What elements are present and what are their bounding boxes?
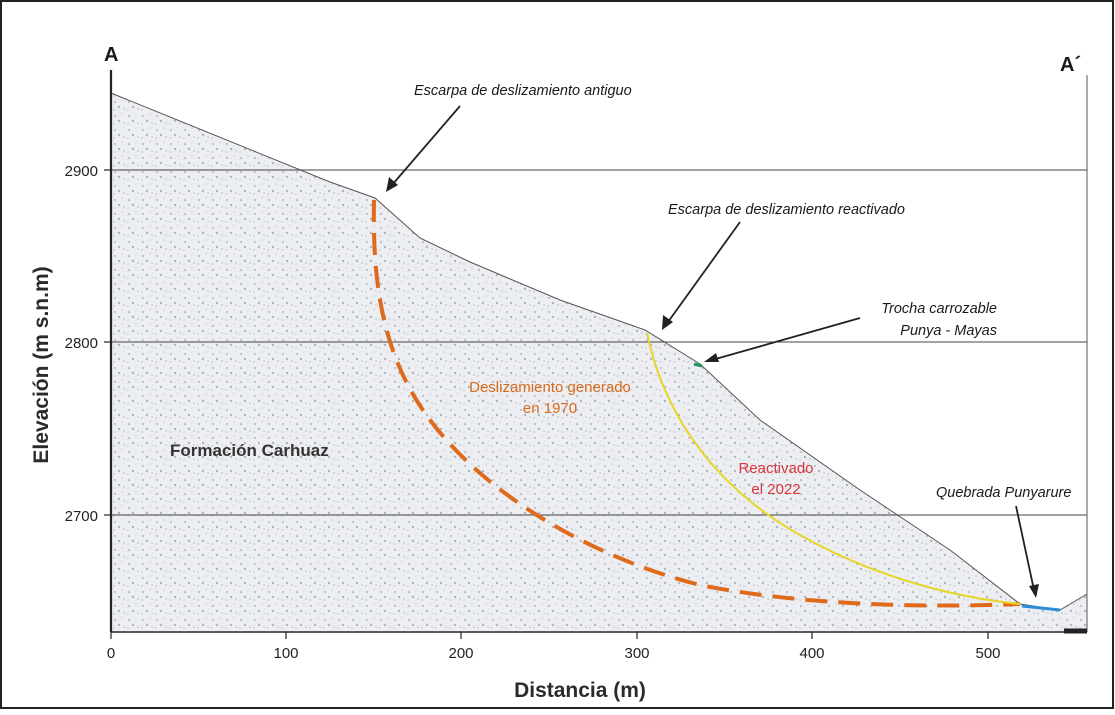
road-arrow	[711, 317, 861, 361]
y-tick-2800: 2800	[65, 335, 98, 352]
old-scarp-arrow	[391, 105, 461, 186]
x-tick-500: 500	[975, 645, 1000, 662]
x-tick-200: 200	[448, 645, 473, 662]
slide-1970-label-line1: Deslizamiento generado	[469, 379, 631, 396]
creek-marker	[1021, 604, 1061, 612]
road-marker	[693, 362, 703, 368]
x-tick-0: 0	[107, 645, 115, 662]
y-tick-2700: 2700	[65, 508, 98, 525]
creek-arrow	[1015, 505, 1035, 591]
x-tick-300: 300	[624, 645, 649, 662]
y-tick-2900: 2900	[65, 163, 98, 180]
slide-1970-surface	[371, 199, 1021, 608]
old-scarp-annotation: Escarpa de deslizamiento antiguo	[414, 83, 632, 99]
reactivated-scarp-annotation: Escarpa de deslizamiento reactivado	[668, 202, 905, 218]
road-annotation-line2: Punya - Mayas	[900, 323, 997, 339]
ground-profile	[110, 92, 1088, 611]
terrain-body	[111, 93, 1087, 631]
reactivated-scarp-arrowhead	[662, 315, 673, 330]
slide-1970-label-line2: en 1970	[523, 400, 577, 417]
road-annotation-line1: Trocha carrozable	[881, 301, 997, 317]
x-tick-400: 400	[799, 645, 824, 662]
section-end-label: A´	[1060, 54, 1081, 76]
y-axis-title: Elevación (m s.n.m)	[30, 266, 53, 463]
creek-arrowhead	[1029, 584, 1039, 598]
x-axis-title: Distancia (m)	[514, 679, 646, 702]
slide-2022-surface	[646, 332, 1021, 605]
x-tick-100: 100	[273, 645, 298, 662]
reactivated-label-line2: el 2022	[751, 481, 800, 498]
reactivated-scarp-arrow	[667, 221, 741, 323]
road-arrowhead	[704, 353, 719, 362]
reactivated-label-line1: Reactivado	[738, 460, 813, 477]
section-start-label: A	[104, 44, 118, 66]
creek-annotation: Quebrada Punyarure	[936, 485, 1071, 501]
old-scarp-arrowhead	[386, 177, 398, 192]
formation-label: Formación Carhuaz	[170, 441, 329, 460]
